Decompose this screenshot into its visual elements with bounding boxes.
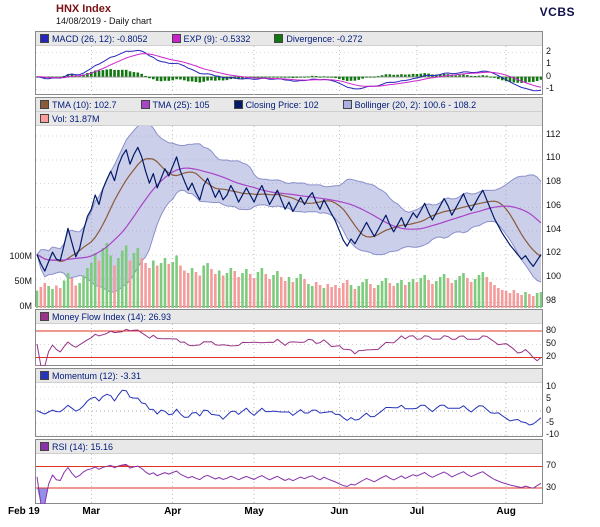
y-axis-tick: 5 [546,392,552,403]
volume-legend: Vol: 31.87M [36,112,542,126]
momentum-plot[interactable] [36,383,542,437]
legend-item: RSI (14): 15.16 [40,442,113,452]
y-axis-tick: 104 [546,223,562,234]
legend-label: EXP (9): -0.5332 [183,33,251,44]
bollinger-marker [342,100,352,109]
divergence-marker [274,34,284,43]
price-legend: TMA (10): 102.7 TMA (25): 105 Closing Pr… [36,98,542,112]
y-axis-tick: 70 [546,459,557,470]
tma25-marker [140,100,150,109]
y-axis-tick: 106 [546,199,562,210]
x-axis-label: Mar [82,506,101,517]
macd-legend: MACD (26, 12): -0.8052 EXP (9): -0.5332 … [36,32,542,46]
closing-price-marker [233,100,243,109]
x-axis-label: Aug [496,506,516,517]
rsi-marker [40,442,49,451]
y-axis-tick: 80 [546,324,557,335]
y-axis-tick: 2 [546,46,552,57]
y-axis-tick: 50 [546,337,557,348]
rsi-plot[interactable] [36,454,542,504]
volume-axis-tick: 0M [19,301,32,311]
y-axis-tick: -5 [546,416,555,427]
momentum-marker [40,371,49,380]
legend-label: Closing Price: 102 [245,99,319,110]
legend-item: Momentum (12): -3.31 [40,371,141,381]
macd-plot[interactable] [36,46,542,95]
y-axis-tick: 102 [546,247,562,258]
chart-subtitle: 14/08/2019 - Daily chart [56,16,152,26]
macd-panel: MACD (26, 12): -0.8052 EXP (9): -0.5332 … [35,31,543,95]
legend-label: TMA (10): 102.7 [52,99,117,110]
legend-label: Bollinger (20, 2): 100.6 - 108.2 [354,99,477,110]
y-axis-tick: -10 [546,428,560,439]
mfi-marker [40,312,49,321]
volume-marker [40,114,49,123]
x-axis-label: Jun [330,506,349,517]
y-axis-tick: 112 [546,128,561,139]
y-axis-tick: 0 [546,70,552,81]
exp-marker [171,34,181,43]
legend-item: TMA (25): 105 [140,99,210,110]
legend-label: Vol: 31.87M [52,113,100,124]
legend-label: RSI (14): 15.16 [52,441,114,452]
macd-marker [40,34,49,43]
y-axis-tick: 1 [546,58,552,69]
legend-label: Money Flow Index (14): 26.93 [52,311,172,322]
legend-item: Vol: 31.87M [40,114,100,124]
legend-item: Money Flow Index (14): 26.93 [40,312,171,322]
price-panel: TMA (10): 102.7 TMA (25): 105 Closing Pr… [35,97,543,308]
price-plot[interactable] [36,126,542,308]
legend-label: Divergence: -0.272 [286,33,363,44]
brand-logo: VCBS [539,5,575,19]
legend-item: TMA (10): 102.7 [40,100,117,110]
y-axis-tick: 0 [546,404,552,415]
x-axis-label: Jul [409,506,425,517]
legend-item: Bollinger (20, 2): 100.6 - 108.2 [342,99,477,110]
legend-item: Closing Price: 102 [233,99,319,110]
page-title: HNX Index [56,3,112,15]
mfi-plot[interactable] [36,324,542,366]
x-axis-label: May [244,506,264,517]
legend-item: Divergence: -0.272 [274,34,362,44]
volume-axis-tick: 100M [9,251,32,261]
x-axis-label: Apr [164,506,182,517]
y-axis-tick: 30 [546,481,557,492]
legend-item: MACD (26, 12): -0.8052 [40,34,148,44]
tma10-marker [40,100,49,109]
legend-item: EXP (9): -0.5332 [171,33,251,44]
rsi-legend: RSI (14): 15.16 [36,440,542,454]
legend-label: TMA (25): 105 [152,99,210,110]
y-axis-tick: 98 [546,295,557,306]
rsi-panel: RSI (14): 15.16 [35,439,543,504]
mfi-legend: Money Flow Index (14): 26.93 [36,310,542,324]
y-axis-tick: 20 [546,351,557,362]
y-axis-tick: 10 [546,380,557,391]
x-axis-label: Feb 19 [8,506,40,517]
legend-label: MACD (26, 12): -0.8052 [52,33,148,44]
mfi-panel: Money Flow Index (14): 26.93 [35,309,543,366]
y-axis-tick: -1 [546,82,555,93]
momentum-legend: Momentum (12): -3.31 [36,369,542,383]
y-axis-tick: 110 [546,152,561,163]
volume-axis-tick: 50M [14,276,32,286]
y-axis-tick: 108 [546,176,562,187]
legend-label: Momentum (12): -3.31 [52,370,142,381]
momentum-panel: Momentum (12): -3.31 [35,368,543,437]
y-axis-tick: 100 [546,271,562,282]
